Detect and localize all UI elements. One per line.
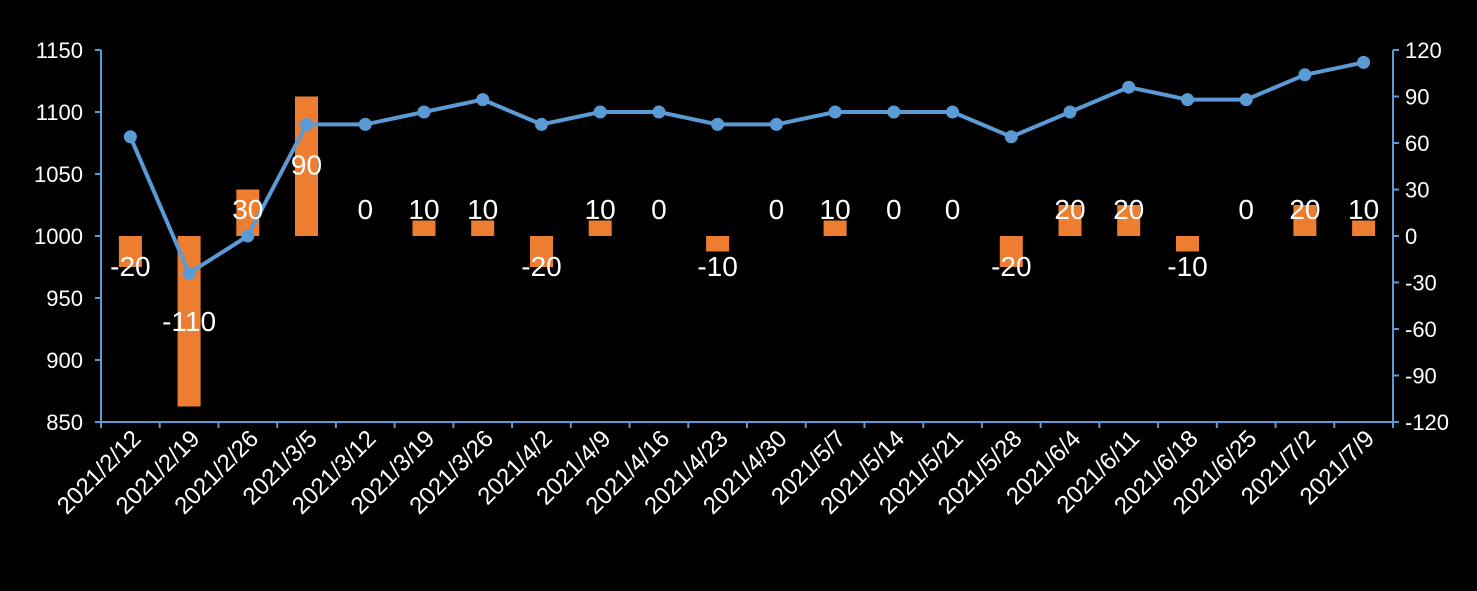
line-point-2021/4/23 <box>711 117 725 131</box>
bar-data-label-2021/2/26: 30 <box>232 194 263 225</box>
left-tick-label: 900 <box>46 348 83 373</box>
line-point-2021/3/12 <box>358 117 372 131</box>
bar-data-label-2021/4/16: 0 <box>651 194 667 225</box>
right-tick-label: -90 <box>1405 364 1437 389</box>
line-point-2021/4/9 <box>593 105 607 119</box>
bar-data-label-2021/6/11: 20 <box>1113 194 1144 225</box>
line-point-2021/7/9 <box>1357 55 1371 69</box>
line-point-2021/4/30 <box>769 117 783 131</box>
bar-data-label-2021/3/5: 90 <box>291 150 322 181</box>
bar-data-label-2021/4/23: -10 <box>697 251 737 282</box>
data-labels: -20 -110 30 90 0 10 10 -20 10 0 -10 0 10 0 0 -20 20 20 -10… <box>110 150 1379 338</box>
right-tick-label: 120 <box>1405 38 1442 63</box>
line-point-2021/6/18 <box>1181 93 1194 107</box>
line-series <box>123 55 1371 280</box>
line-point-2021/5/28 <box>1004 130 1018 144</box>
bar-data-label-2021/5/7: 10 <box>820 194 851 225</box>
bar-2021/6/11 <box>1117 205 1141 236</box>
line-point-2021/6/11 <box>1122 80 1136 94</box>
bar-data-label-2021/6/4: 20 <box>1054 194 1085 225</box>
bar-data-label-2021/4/30: 0 <box>769 194 785 225</box>
bar-data-label-2021/5/28: -20 <box>991 251 1031 282</box>
line-point-2021/6/4 <box>1063 105 1077 119</box>
left-tick-label: 850 <box>46 410 83 435</box>
bar-data-label-2021/3/26: 10 <box>467 194 498 225</box>
line-point-2021/4/2 <box>535 117 548 131</box>
bar-data-label-2021/3/12: 0 <box>358 194 374 225</box>
line-point-2021/3/19 <box>417 105 431 119</box>
bar-2021/4/9 <box>588 220 612 236</box>
bar-data-label-2021/3/19: 10 <box>408 194 439 225</box>
right-tick-label: 30 <box>1405 178 1429 203</box>
bar-data-label-2021/2/19: -110 <box>162 306 216 337</box>
bar-data-label-2021/2/12: -20 <box>110 251 150 282</box>
line-point-2021/5/7 <box>828 105 842 119</box>
left-tick-label: 1000 <box>34 224 83 249</box>
bar-data-label-2021/5/14: 0 <box>886 194 902 225</box>
bar-2021/4/23 <box>706 236 730 252</box>
bar-data-label-2021/6/18: -10 <box>1167 251 1207 282</box>
line-point-2021/2/26 <box>241 229 255 243</box>
line-point-2021/2/19 <box>182 266 196 280</box>
right-tick-label: 0 <box>1405 224 1417 249</box>
bar-data-label-2021/6/25: 0 <box>1238 194 1254 225</box>
tick-labels: 8509009501000105011001150-120-90-60-3003… <box>34 38 1449 520</box>
bar-data-label-2021/7/9: 10 <box>1348 194 1379 225</box>
bar-2021/6/18 <box>1176 236 1199 252</box>
left-tick-label: 1150 <box>36 38 83 63</box>
line-point-2021/3/5 <box>300 117 313 131</box>
line-point-2021/7/2 <box>1298 68 1312 82</box>
right-tick-label: 90 <box>1405 85 1429 110</box>
line-point-2021/2/12 <box>123 130 137 144</box>
bar-2021/7/2 <box>1293 205 1317 236</box>
bar-2021/6/4 <box>1058 205 1082 236</box>
left-tick-label: 1050 <box>34 162 83 187</box>
bar-2021/3/19 <box>412 220 436 236</box>
bar-2021/5/7 <box>823 220 847 236</box>
line-point-2021/5/21 <box>946 105 959 119</box>
bar-2021/3/26 <box>471 220 495 236</box>
bar-data-label-2021/7/2: 20 <box>1289 194 1320 225</box>
bar-2021/2/12 <box>118 236 142 267</box>
left-tick-label: 950 <box>46 286 83 311</box>
line-point-2021/5/14 <box>887 105 901 119</box>
axes <box>95 49 1399 428</box>
right-tick-label: 60 <box>1405 131 1429 156</box>
bar-data-label-2021/4/2: -20 <box>521 251 561 282</box>
bar-2021/5/28 <box>999 236 1023 267</box>
bar-data-label-2021/5/21: 0 <box>945 194 961 225</box>
right-tick-label: -120 <box>1405 410 1449 435</box>
line-point-2021/6/25 <box>1239 93 1253 107</box>
line-point-2021/3/26 <box>476 93 490 107</box>
right-tick-label: -30 <box>1405 271 1437 296</box>
line-path <box>128 60 1365 276</box>
line-point-2021/4/16 <box>652 105 666 119</box>
bar-2021/4/2 <box>530 236 553 267</box>
right-tick-label: -60 <box>1405 317 1437 342</box>
bar-2021/7/9 <box>1352 220 1376 236</box>
bar-data-label-2021/4/9: 10 <box>585 194 616 225</box>
bar-2021/2/19 <box>177 236 201 407</box>
left-tick-label: 1100 <box>36 100 83 125</box>
